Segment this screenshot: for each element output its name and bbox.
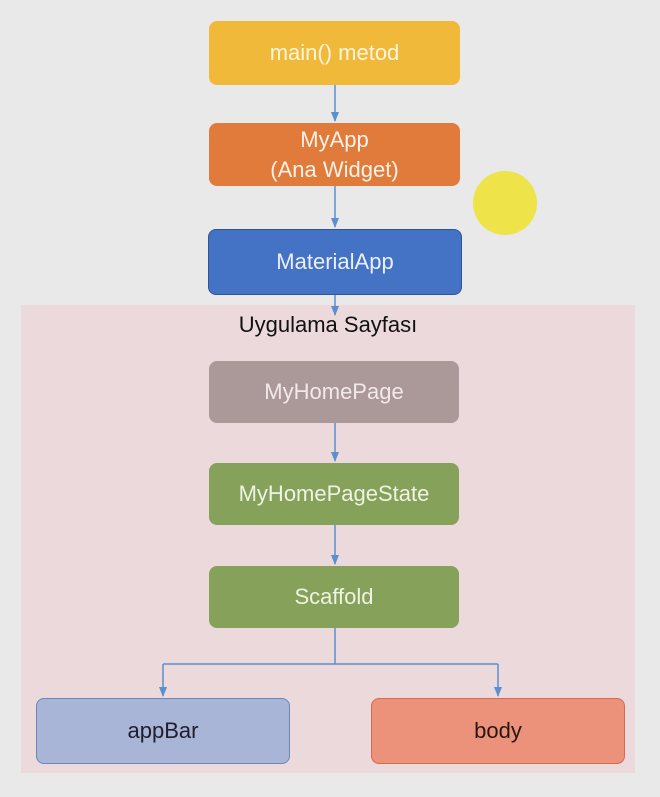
node-main-metod: main() metod <box>209 21 460 85</box>
node-my-home-page-state: MyHomePageState <box>209 463 459 525</box>
node-myapp: MyApp (Ana Widget) <box>209 123 460 186</box>
node-scaffold: Scaffold <box>209 566 459 628</box>
cursor-highlight <box>473 171 537 235</box>
node-app-bar: appBar <box>36 698 290 764</box>
node-my-home-page: MyHomePage <box>209 361 459 423</box>
node-body: body <box>371 698 625 764</box>
region-title: Uygulama Sayfası <box>238 312 418 337</box>
node-material-app: MaterialApp <box>208 229 462 295</box>
